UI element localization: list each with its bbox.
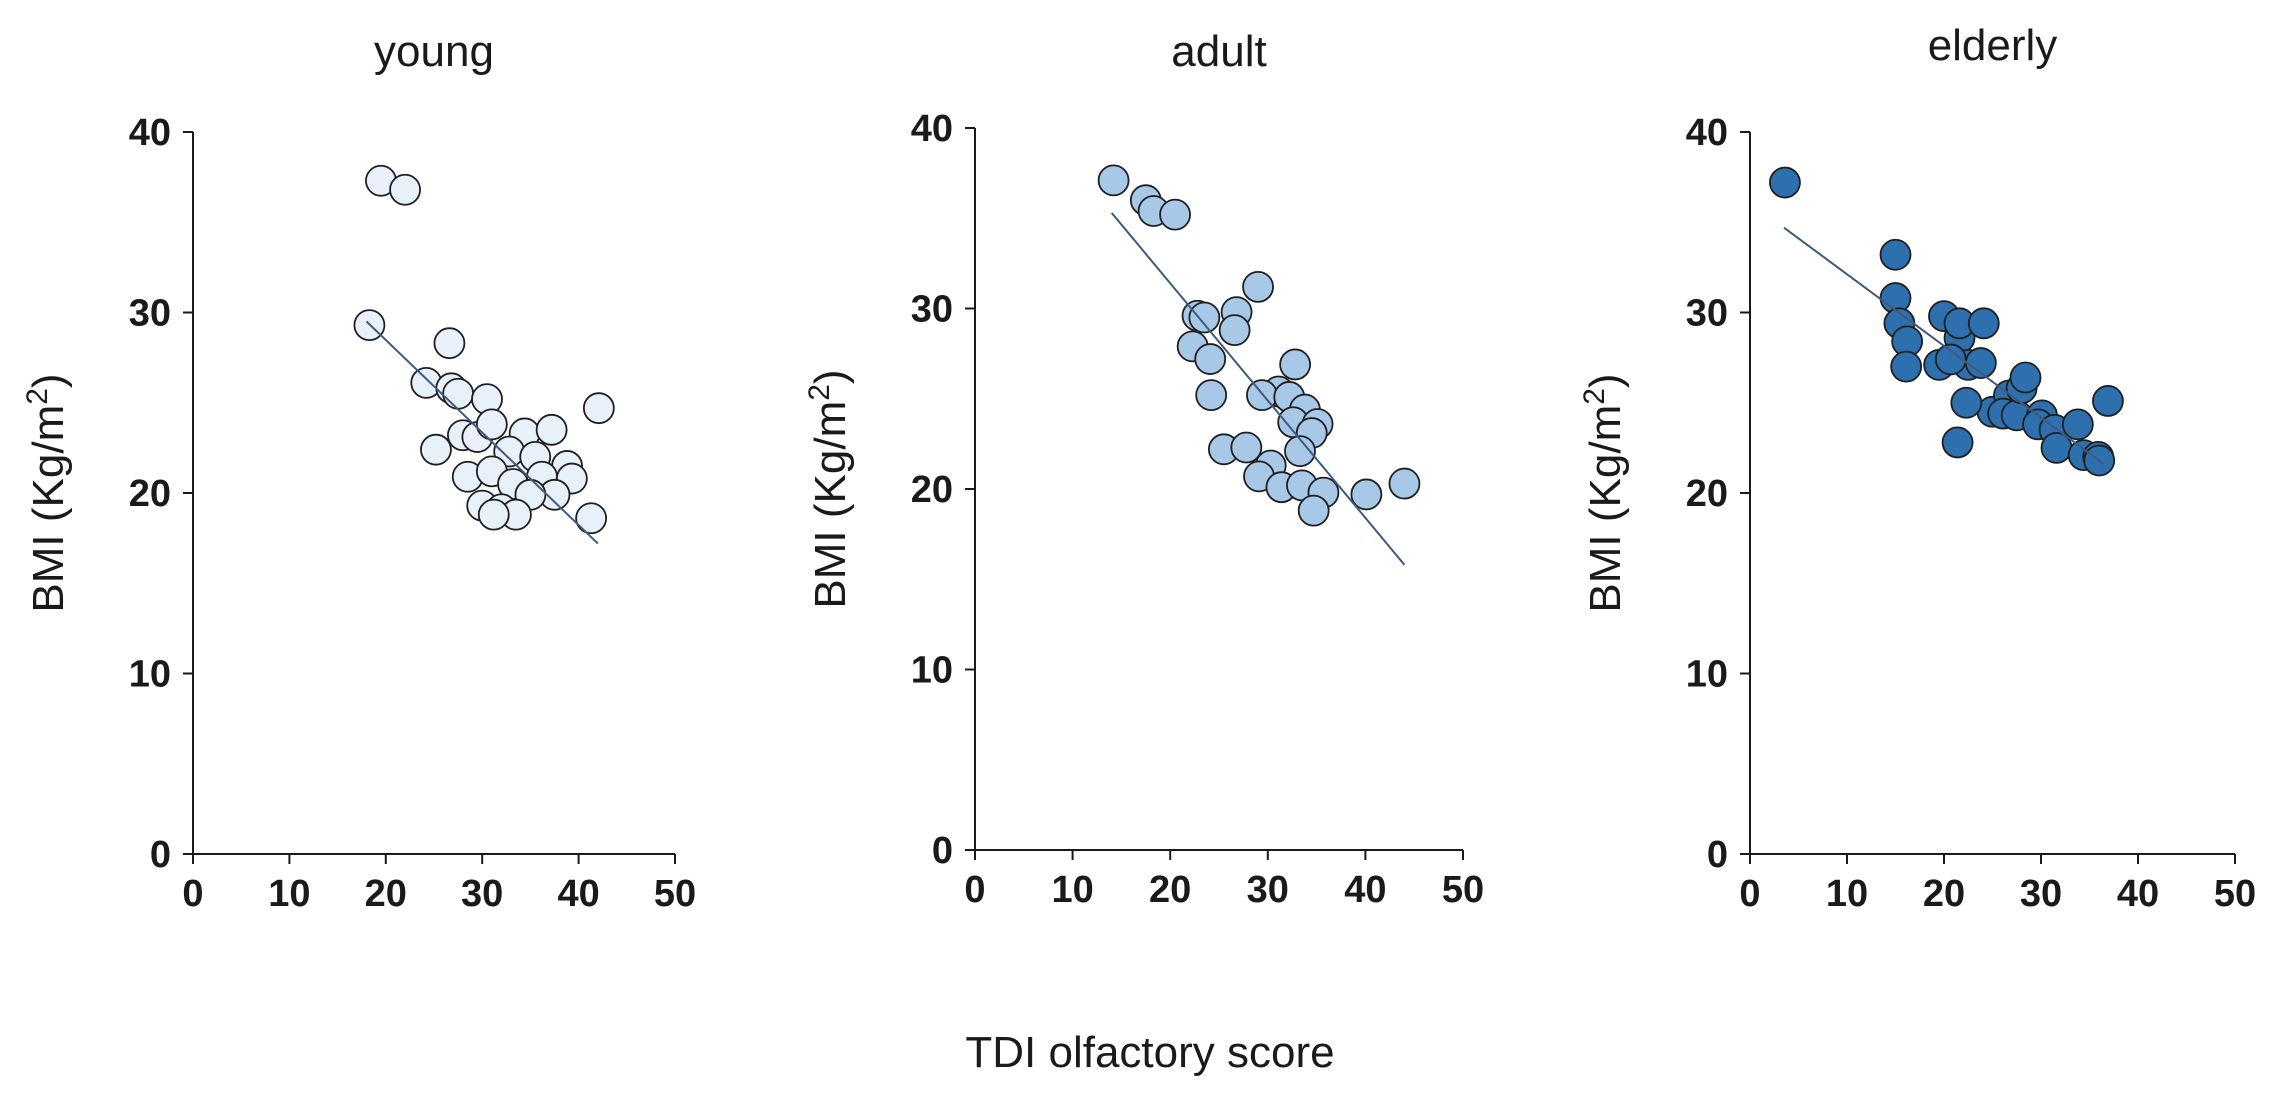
x-tick-label: 50 — [654, 873, 696, 915]
panel-adult: adult 0 10 20 30 40 0 10 20 30 40 50 BMI (Kg/m2) — [803, 27, 1484, 911]
x-tick-label: 50 — [1442, 869, 1484, 911]
data-point — [1230, 431, 1263, 464]
trend-line — [1110, 212, 1406, 566]
data-point — [433, 327, 466, 360]
data-point — [1284, 435, 1316, 467]
x-tick-label: 20 — [365, 873, 407, 915]
data-point — [442, 377, 475, 410]
data-point — [1934, 343, 1967, 376]
y-tick-label: 0 — [1707, 834, 1728, 876]
y-tick-label: 20 — [911, 469, 953, 511]
x-axis-label: TDI olfactory score — [965, 1028, 1334, 1077]
data-point — [1297, 494, 1330, 527]
y-tick-label: 0 — [150, 834, 171, 876]
data-point — [1188, 301, 1221, 334]
data-point — [1194, 343, 1227, 375]
y-tick-label: 10 — [129, 654, 171, 696]
y-tick-label: 10 — [911, 650, 953, 692]
x-tick-label: 0 — [964, 869, 985, 911]
panel-elderly: elderly 0 10 20 30 40 0 10 20 30 40 50 BMI (Kg/m2) — [1578, 21, 2256, 915]
y-tick-label: 30 — [1686, 293, 1728, 335]
x-tick-label: 20 — [1149, 869, 1191, 911]
data-point — [1218, 314, 1251, 347]
chart-title: adult — [1171, 27, 1266, 76]
data-point — [1159, 198, 1191, 231]
data-point — [1242, 270, 1274, 303]
x-tick-label: 10 — [268, 873, 310, 915]
chart-title: young — [374, 27, 494, 76]
data-point — [2092, 385, 2124, 417]
y-axis-label: BMI (Kg/m2) — [803, 369, 855, 608]
x-tick-label: 30 — [1247, 869, 1289, 911]
data-point — [575, 502, 608, 535]
data-point — [1388, 467, 1421, 500]
y-tick-label: 40 — [1686, 112, 1728, 154]
x-tick-label: 40 — [557, 873, 599, 915]
data-point — [1950, 386, 1983, 419]
y-tick-label: 30 — [911, 289, 953, 331]
x-tick-label: 30 — [461, 873, 503, 915]
chart-title: elderly — [1928, 21, 2058, 70]
data-point — [1195, 379, 1228, 412]
data-point — [475, 408, 508, 441]
panel-young: young 0 10 20 30 40 0 10 20 30 40 50 BMI (Kg/m2) — [21, 27, 696, 915]
y-axis-label: BMI (Kg/m2) — [1578, 373, 1630, 612]
x-tick-label: 10 — [1826, 873, 1868, 915]
data-point — [1279, 348, 1312, 381]
data-point — [2061, 408, 2094, 441]
x-tick-label: 50 — [2214, 873, 2256, 915]
y-tick-label: 30 — [129, 293, 171, 335]
trend-line — [365, 320, 599, 545]
x-tick-label: 20 — [1923, 873, 1965, 915]
data-point — [1097, 164, 1130, 197]
data-point — [477, 498, 510, 531]
y-tick-label: 20 — [129, 473, 171, 515]
y-axis-label: BMI (Kg/m2) — [21, 373, 73, 612]
data-point — [535, 413, 568, 446]
data-point — [582, 392, 615, 425]
data-point — [1890, 350, 1923, 383]
y-tick-label: 10 — [1686, 654, 1728, 696]
x-tick-label: 40 — [1344, 869, 1386, 911]
y-tick-label: 20 — [1686, 473, 1728, 515]
y-tick-label: 40 — [129, 112, 171, 154]
x-tick-label: 40 — [2117, 873, 2159, 915]
data-point — [420, 433, 452, 466]
data-point — [1879, 238, 1912, 271]
trend-line — [1783, 226, 2105, 465]
data-point — [389, 173, 421, 206]
x-tick-label: 10 — [1051, 869, 1093, 911]
y-tick-label: 40 — [911, 108, 953, 150]
x-tick-label: 0 — [182, 873, 203, 915]
data-point — [2009, 361, 2042, 394]
x-tick-label: 0 — [1739, 873, 1760, 915]
data-point — [1941, 426, 1974, 459]
data-point — [1769, 166, 1801, 199]
x-tick-label: 30 — [2020, 873, 2062, 915]
data-point — [1350, 478, 1383, 511]
y-tick-label: 0 — [932, 830, 953, 872]
data-point — [1967, 307, 2000, 340]
